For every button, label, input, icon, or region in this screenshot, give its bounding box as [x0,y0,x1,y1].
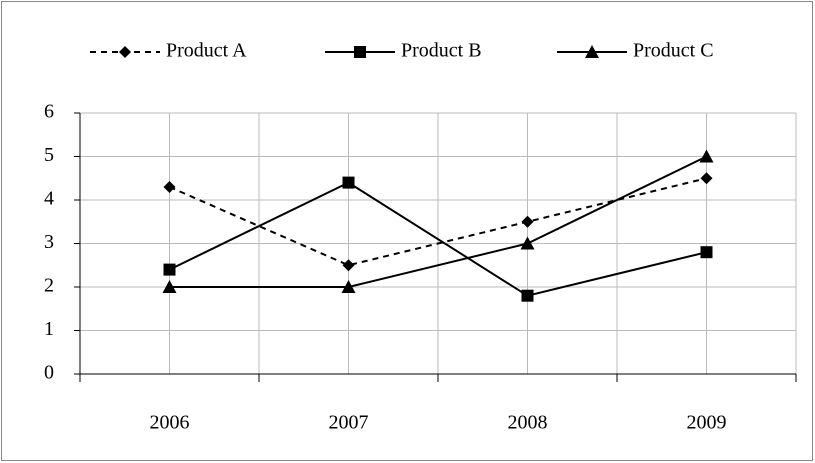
x-tick-label: 2009 [687,412,727,434]
marker [520,236,535,250]
legend-label: Product B [401,40,482,62]
x-tick-label: 2007 [329,412,369,434]
marker [341,280,356,293]
x-tick-label: 2006 [150,412,190,434]
legend-label: Product C [633,40,714,62]
marker [342,259,355,272]
marker [700,172,713,185]
marker [342,176,355,189]
marker [521,215,534,228]
x-tick-label: 2008 [508,412,548,434]
y-tick-label: 5 [44,144,54,166]
series-line [169,177,707,267]
y-tick-label: 4 [44,188,54,210]
marker [162,280,177,293]
y-tick-label: 6 [44,101,54,123]
y-tick-label: 3 [44,231,54,253]
legend-marker [354,46,366,58]
marker [700,246,713,259]
series-line [169,181,707,297]
legend-marker [119,46,131,58]
y-tick-label: 0 [44,362,54,384]
legend-label: Product A [166,40,247,62]
legend-marker [585,45,599,58]
marker [699,149,714,163]
y-tick-label: 1 [44,318,54,340]
series-line [169,155,707,288]
marker [163,180,176,193]
y-tick-label: 2 [44,275,54,297]
marker [163,263,176,276]
marker [521,289,534,302]
